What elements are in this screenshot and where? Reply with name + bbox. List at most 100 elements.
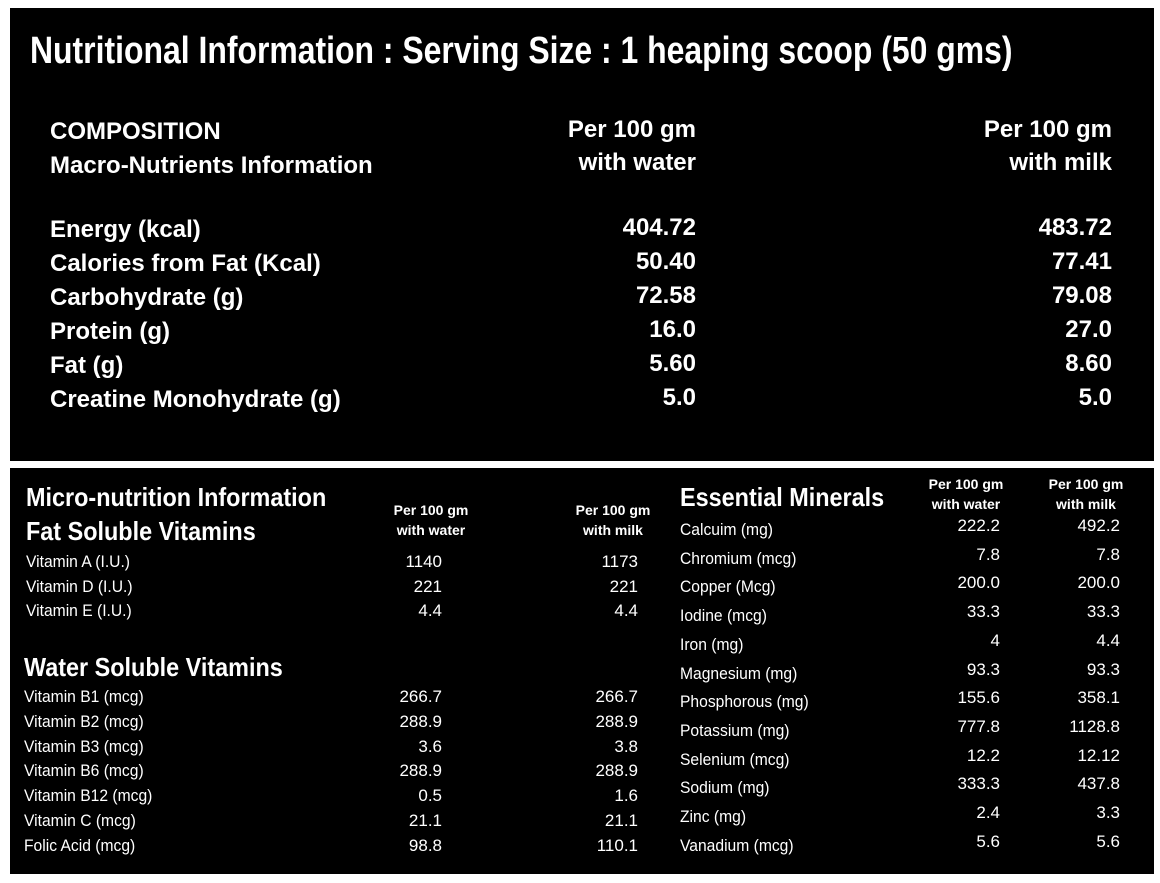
mineral-row-milk: 7.8 [1096, 544, 1120, 564]
macro-row-milk: 5.0 [1078, 384, 1112, 411]
mineral-row-milk: 1128.8 [1069, 716, 1120, 736]
fat-row-label: Vitamin A (I.U.) [26, 552, 131, 571]
fat-row-water: 1140 [405, 552, 442, 571]
water-row-milk: 266.7 [595, 687, 638, 706]
micro-col-milk: Per 100 gm with milk [558, 500, 668, 540]
micro-col-milk-line1: Per 100 gm [575, 502, 651, 518]
minerals-col-milk: Per 100 gm with milk [1034, 474, 1138, 514]
macro-row-water: 5.60 [649, 350, 696, 377]
water-row-label: Folic Acid (mcg) [24, 835, 136, 855]
mineral-row-water: 2.4 [976, 803, 1000, 822]
mineral-row-water: 7.8 [976, 544, 1000, 564]
water-row-water: 3.6 [418, 736, 442, 756]
mineral-row-label: Phosphorous (mg) [680, 692, 809, 712]
mineral-row-milk: 4.4 [1096, 630, 1120, 650]
water-row-milk: 21.1 [604, 811, 638, 830]
fat-soluble-heading: Fat Soluble Vitamins [26, 516, 256, 546]
fat-row-label: Vitamin D (I.U.) [26, 576, 133, 596]
micro-panel: Micro-nutrition Information Fat Soluble … [10, 468, 1154, 874]
fat-row-water: 221 [413, 576, 442, 596]
macro-row-milk: 79.08 [1051, 282, 1112, 309]
mineral-row-water: 4 [990, 630, 1000, 650]
mineral-row-milk: 33.3 [1086, 602, 1120, 622]
water-soluble-heading: Water Soluble Vitamins [24, 652, 283, 682]
fat-row-water: 4.4 [418, 601, 442, 620]
mineral-row-water: 33.3 [966, 602, 1000, 622]
mineral-row-milk: 437.8 [1077, 774, 1120, 794]
water-row-label: Vitamin B6 (mcg) [24, 761, 144, 781]
composition-heading: COMPOSITION [50, 118, 221, 145]
mineral-row-label: Chromium (mcg) [680, 548, 797, 568]
mineral-row-label: Iron (mg) [680, 634, 744, 654]
macro-row-label: Creatine Monohydrate (g) [50, 386, 341, 413]
macro-row-label: Carbohydrate (g) [50, 284, 244, 311]
mineral-row-water: 333.3 [957, 774, 1000, 794]
mineral-row-milk: 93.3 [1086, 659, 1120, 679]
water-row-water: 266.7 [399, 687, 442, 706]
mineral-row-milk: 5.6 [1096, 831, 1120, 851]
macro-col-water-line1: Per 100 gm [567, 116, 696, 143]
micro-heading: Micro-nutrition Information [26, 482, 327, 512]
micro-col-milk-line2: with milk [583, 522, 643, 538]
mineral-row-label: Copper (Mcg) [680, 577, 776, 597]
macro-row-water: 16.0 [649, 316, 696, 343]
macro-row-water: 72.58 [635, 282, 696, 309]
mineral-row-water: 5.6 [976, 831, 1000, 851]
macro-row-label: Calories from Fat (Kcal) [50, 250, 321, 277]
mineral-row-label: Vanadium (mcg) [680, 835, 794, 855]
fat-row-milk: 1173 [601, 552, 638, 571]
micro-col-water-line1: Per 100 gm [393, 502, 469, 518]
mineral-row-milk: 3.3 [1096, 803, 1120, 822]
minerals-heading: Essential Minerals [680, 482, 885, 512]
macro-row-label: Protein (g) [50, 318, 170, 345]
water-row-label: Vitamin B3 (mcg) [24, 736, 144, 756]
mineral-row-label: Selenium (mcg) [680, 749, 790, 769]
fat-row-label: Vitamin E (I.U.) [26, 601, 132, 620]
macro-row-milk: 27.0 [1065, 316, 1112, 343]
water-row-label: Vitamin C (mcg) [24, 811, 136, 830]
minerals-col-water-line2: with water [931, 496, 1001, 512]
water-row-water: 0.5 [418, 786, 442, 806]
mineral-row-label: Magnesium (mg) [680, 663, 798, 683]
macro-row-milk: 483.72 [1038, 214, 1112, 241]
macro-row-milk: 8.60 [1065, 350, 1112, 377]
water-row-water: 21.1 [408, 811, 442, 830]
macro-col-milk-line1: Per 100 gm [983, 116, 1112, 143]
water-row-milk: 110.1 [596, 835, 638, 855]
mineral-row-label: Sodium (mg) [680, 778, 770, 798]
fat-row-milk: 221 [609, 576, 638, 596]
minerals-col-water: Per 100 gm with water [914, 474, 1018, 514]
water-row-milk: 1.6 [614, 786, 638, 806]
page-title: Nutritional Information : Serving Size :… [30, 30, 1013, 72]
water-row-label: Vitamin B1 (mcg) [24, 687, 144, 706]
micro-col-water-line2: with water [396, 522, 466, 538]
mineral-row-milk: 12.12 [1077, 745, 1120, 765]
water-row-label: Vitamin B2 (mcg) [24, 711, 144, 731]
water-row-milk: 288.9 [595, 761, 638, 781]
mineral-row-milk: 200.0 [1077, 573, 1120, 593]
macro-col-milk-line2: with milk [1009, 149, 1112, 176]
minerals-col-milk-line1: Per 100 gm [1048, 476, 1124, 492]
mineral-row-water: 222.2 [957, 516, 1000, 535]
water-row-milk: 288.9 [595, 711, 638, 731]
macro-row-water: 404.72 [622, 214, 696, 241]
mineral-row-water: 155.6 [957, 688, 1000, 708]
water-row-label: Vitamin B12 (mcg) [24, 786, 153, 806]
minerals-col-milk-line2: with milk [1056, 496, 1116, 512]
mineral-row-milk: 358.1 [1077, 688, 1120, 708]
mineral-row-water: 200.0 [957, 573, 1000, 593]
macro-row-label: Fat (g) [50, 352, 124, 379]
macro-heading: Macro-Nutrients Information [50, 152, 373, 179]
water-row-water: 98.8 [408, 835, 442, 855]
macro-row-milk: 77.41 [1051, 248, 1112, 275]
water-row-water: 288.9 [399, 761, 442, 781]
mineral-row-water: 777.8 [957, 716, 1000, 736]
mineral-row-water: 12.2 [966, 745, 1000, 765]
macro-row-water: 50.40 [635, 248, 696, 275]
mineral-row-label: Zinc (mg) [680, 807, 747, 826]
fat-row-milk: 4.4 [614, 601, 638, 620]
macro-panel: Nutritional Information : Serving Size :… [10, 8, 1154, 461]
macro-row-water: 5.0 [662, 384, 696, 411]
water-row-milk: 3.8 [614, 736, 638, 756]
mineral-row-milk: 492.2 [1077, 516, 1120, 535]
